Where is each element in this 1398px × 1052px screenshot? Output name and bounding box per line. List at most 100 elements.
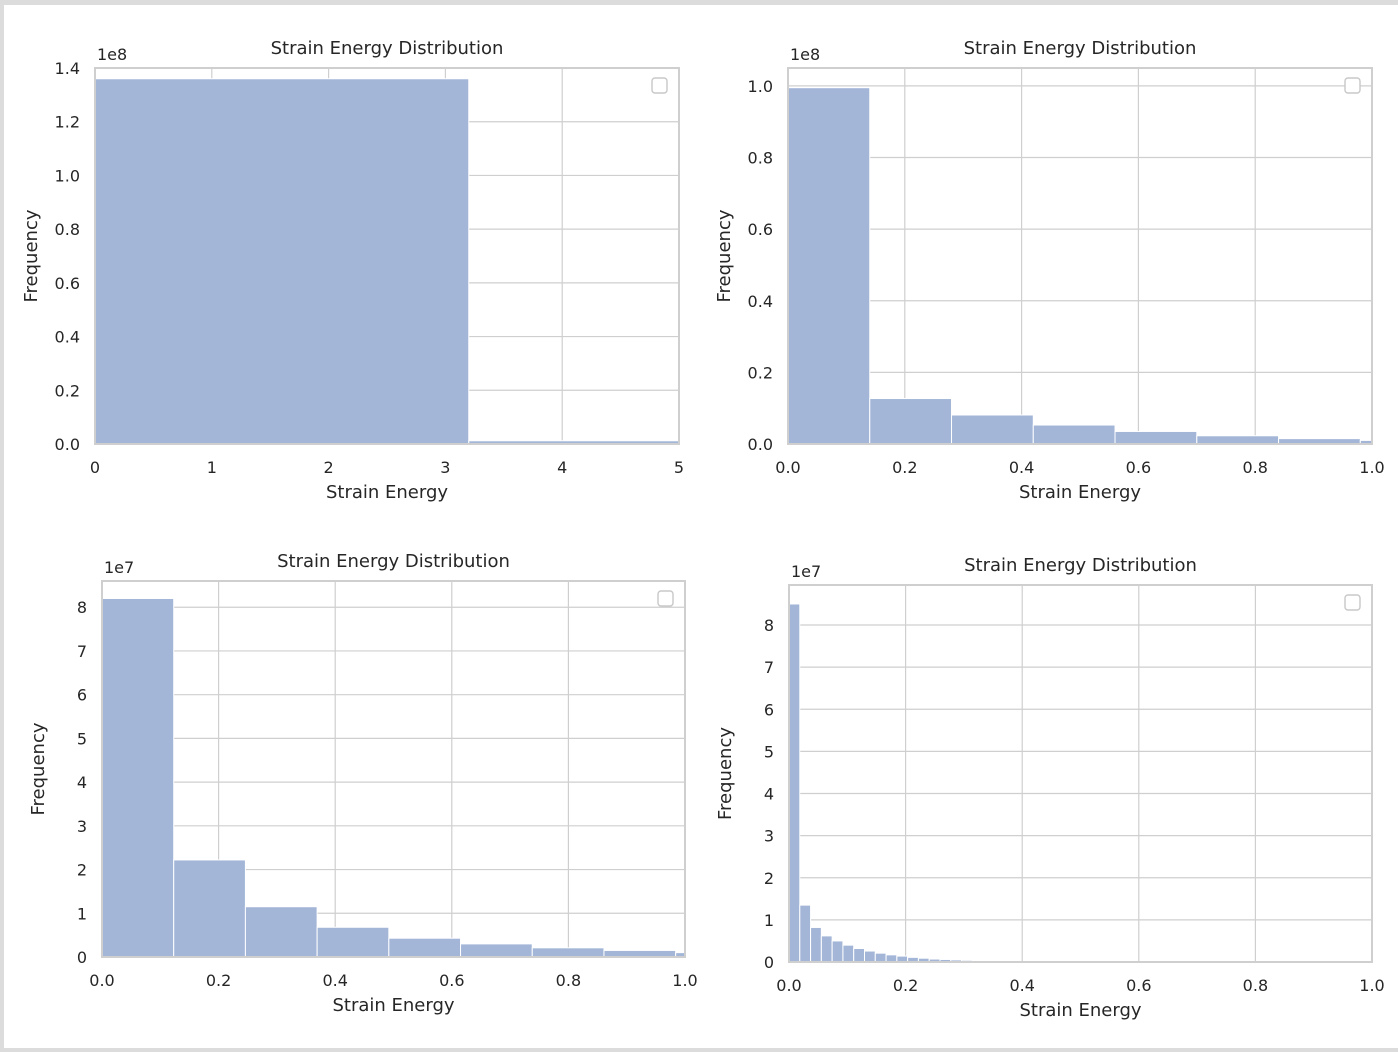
y-axis-label: Frequency (714, 209, 735, 302)
x-tick-label: 4 (557, 458, 567, 477)
bars-group (102, 597, 685, 957)
x-axis-label: Strain Energy (332, 995, 454, 1016)
x-axis-label: Strain Energy (1019, 482, 1141, 503)
y-tick-label: 1.0 (748, 77, 773, 96)
x-tick-label: 5 (674, 458, 684, 477)
histogram-bar (460, 943, 533, 957)
y-tick-label: 7 (764, 658, 774, 677)
legend-box (1344, 594, 1361, 611)
x-tick-label: 0.2 (893, 976, 918, 995)
y-tick-label: 5 (764, 742, 774, 761)
y-tick-label: 6 (77, 686, 87, 705)
y-tick-label: 0.8 (748, 149, 773, 168)
y-tick-label: 0.0 (748, 435, 773, 454)
axes-frame (788, 584, 1373, 963)
x-axis-label: Strain Energy (1019, 1000, 1141, 1021)
y-tick-label: 8 (764, 616, 774, 635)
x-tick-label: 2 (324, 458, 334, 477)
histogram-bar (799, 904, 812, 962)
figure: 0 1 2 3 4 5 0.0 0.2 0.4 0.6 0.8 1.0 1.2 1.4 1e8 Strain … (4, 5, 1398, 1048)
histogram-bar (95, 78, 470, 444)
x-tick-label: 0.0 (775, 458, 800, 477)
histogram-bar (885, 954, 898, 962)
x-axis-label: Strain Energy (326, 482, 448, 503)
chart-title: Strain Energy Distribution (964, 555, 1197, 576)
histogram-bar (788, 87, 871, 444)
x-tick-label: 0.0 (89, 971, 114, 990)
histogram-bar (1114, 430, 1198, 444)
histogram-bar (842, 944, 855, 962)
histogram-bar (820, 935, 833, 962)
histogram-bar (388, 937, 462, 957)
y-tick-label: 2 (77, 861, 87, 880)
x-tick-label: 0.2 (206, 971, 231, 990)
bars-group (95, 78, 679, 444)
y-tick-label: 1 (764, 911, 774, 930)
axis-offset-label: 1e7 (791, 562, 821, 581)
histogram-bar (244, 906, 318, 957)
y-tick-label: 0.2 (55, 381, 80, 400)
x-tick-label: 1.0 (1359, 976, 1384, 995)
x-tick-label: 1.0 (1359, 458, 1384, 477)
y-tick-label: 0 (77, 948, 87, 967)
x-tick-label: 0.2 (892, 458, 917, 477)
histogram-bar (874, 952, 887, 962)
axes-frame (94, 67, 680, 445)
histogram-bar (1196, 435, 1280, 444)
legend-box (657, 590, 674, 607)
y-tick-label: 2 (764, 869, 774, 888)
histogram-bar (102, 597, 175, 957)
y-tick-label: 4 (764, 785, 774, 804)
histogram-bar (531, 947, 605, 957)
y-tick-label: 0.4 (55, 328, 80, 347)
y-tick-label: 0.6 (748, 220, 773, 239)
y-tick-label: 0.4 (748, 292, 773, 311)
x-tick-label: 0.4 (1009, 976, 1034, 995)
histogram-bar (831, 940, 844, 962)
y-tick-label: 8 (77, 598, 87, 617)
axes-frame (787, 67, 1373, 445)
histogram-bar (869, 398, 953, 444)
bars-group (789, 603, 1114, 962)
y-tick-label: 1.2 (55, 113, 80, 132)
chart-title: Strain Energy Distribution (964, 38, 1197, 59)
y-tick-label: 3 (77, 817, 87, 836)
histogram-bar (853, 948, 865, 962)
y-tick-label: 7 (77, 642, 87, 661)
y-tick-label: 0.6 (55, 274, 80, 293)
y-tick-label: 1 (77, 904, 87, 923)
x-tick-label: 0.4 (1009, 458, 1034, 477)
axis-offset-label: 1e8 (790, 45, 820, 64)
x-tick-label: 0.0 (776, 976, 801, 995)
legend-box (651, 77, 668, 94)
y-tick-label: 0.8 (55, 220, 80, 239)
chart-title: Strain Energy Distribution (271, 38, 504, 59)
histogram-bar (951, 414, 1034, 444)
y-tick-label: 4 (77, 773, 87, 792)
chart-title: Strain Energy Distribution (277, 551, 510, 572)
axes-frame (101, 580, 686, 958)
x-tick-label: 1.0 (672, 971, 697, 990)
figure-svg: 0 1 2 3 4 5 0.0 0.2 0.4 0.6 0.8 1.0 1.2 1.4 1e8 Strain … (21, 38, 1385, 1021)
chart-panel-3: 0.0 0.2 0.4 0.6 0.8 1.0 0 1 2 3 4 5 6 7 8 1e7 Strain Ene… (28, 551, 698, 1016)
x-tick-label: 0.6 (1126, 458, 1151, 477)
y-axis-label: Frequency (28, 722, 49, 815)
histogram-bar (1359, 439, 1372, 444)
x-tick-label: 0 (90, 458, 100, 477)
y-tick-label: 5 (77, 729, 87, 748)
histogram-bar (675, 952, 685, 957)
histogram-bar (810, 926, 822, 962)
chart-panel-1: 0 1 2 3 4 5 0.0 0.2 0.4 0.6 0.8 1.0 1.2 1.4 1e8 Strain … (21, 38, 684, 503)
axis-offset-label: 1e7 (104, 558, 134, 577)
x-tick-label: 0.8 (556, 971, 581, 990)
histogram-bar (789, 603, 801, 962)
x-tick-label: 0.6 (1126, 976, 1151, 995)
histogram-bar (1032, 424, 1116, 444)
histogram-bar (863, 950, 876, 962)
chart-panel-4: 0.0 0.2 0.4 0.6 0.8 1.0 0 1 2 3 4 5 6 7 8 1e7 Strain Ene… (715, 555, 1385, 1021)
x-tick-label: 0.4 (322, 971, 347, 990)
x-tick-label: 0.6 (439, 971, 464, 990)
bars-group (788, 87, 1372, 444)
x-tick-label: 3 (440, 458, 450, 477)
